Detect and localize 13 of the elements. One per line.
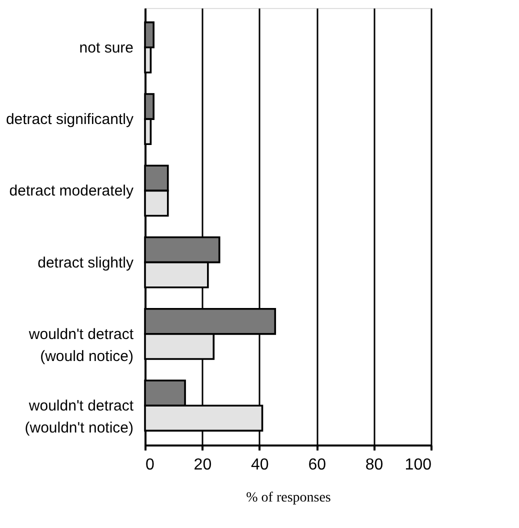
y-tick-label: not sure — [79, 39, 134, 56]
y-tick-label: wouldn't detract (would notice) — [28, 326, 134, 365]
x-tick-label: 80 — [365, 456, 384, 474]
y-tick-label: wouldn't detract (wouldn't notice) — [24, 398, 134, 437]
x-tick-label: 60 — [308, 456, 326, 474]
y-tick-label: detract significantly — [6, 111, 134, 128]
x-axis-title: % of responses — [246, 490, 331, 506]
x-tick-label: 100 — [404, 456, 432, 474]
x-tick-label: 0 — [146, 456, 154, 474]
x-tick-label: 20 — [194, 456, 212, 474]
x-tick-label: 40 — [251, 456, 269, 474]
y-tick-label: detract slightly — [38, 254, 134, 272]
y-tick-label: detract moderately — [9, 182, 134, 200]
